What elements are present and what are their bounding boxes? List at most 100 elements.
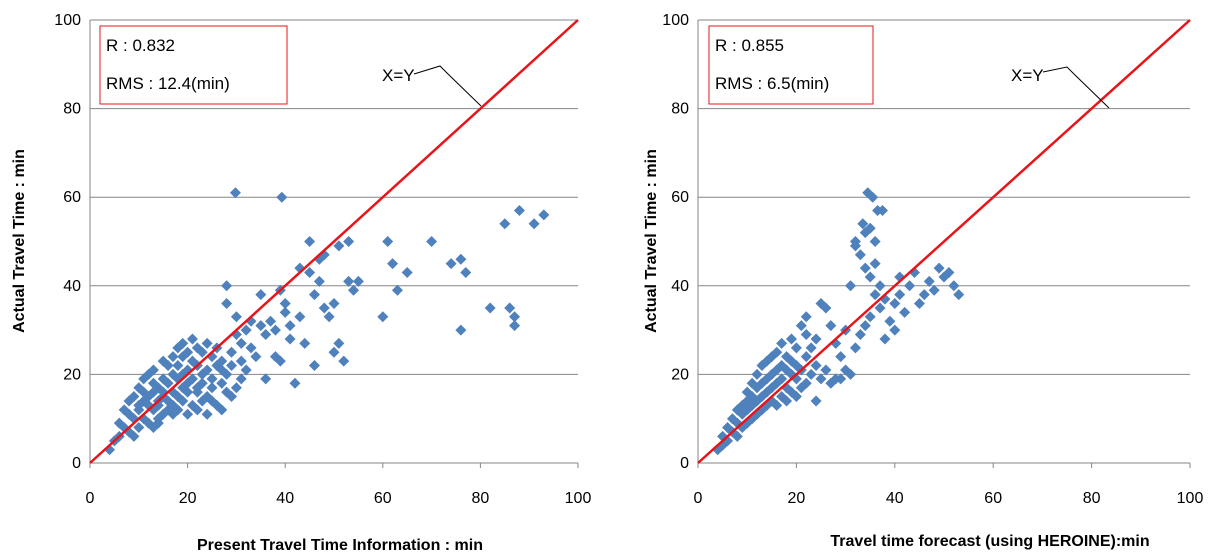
y-tick-label: 60 <box>671 189 689 206</box>
x-tick-label: 0 <box>694 490 703 507</box>
data-point <box>795 320 807 332</box>
data-point <box>857 218 869 230</box>
data-point <box>172 360 184 372</box>
data-point <box>201 337 213 349</box>
data-point <box>279 298 291 310</box>
data-point <box>845 368 857 380</box>
data-point <box>289 377 301 389</box>
y-tick-label: 80 <box>63 101 81 118</box>
data-point <box>279 306 291 318</box>
data-point <box>867 191 879 203</box>
chart-right: 0 20 40 60 80 100 0 20 40 60 80 100 X=Y R : 0.855 RMS … <box>643 12 1203 550</box>
data-point <box>859 320 871 332</box>
data-point <box>845 280 857 292</box>
data-point <box>401 267 413 279</box>
y-axis-title: Actual Travel Time : min <box>643 149 660 333</box>
data-point <box>152 417 164 429</box>
data-point <box>313 275 325 287</box>
data-point <box>235 337 247 349</box>
data-point <box>849 342 861 354</box>
data-point <box>771 346 783 358</box>
y-tick-label: 20 <box>671 366 689 383</box>
data-point <box>162 360 174 372</box>
data-point <box>731 430 743 442</box>
data-point <box>800 311 812 323</box>
data-point <box>528 218 540 230</box>
data-point <box>455 253 467 265</box>
data-point <box>172 404 184 416</box>
y-tick-label: 60 <box>63 189 81 206</box>
data-point <box>943 267 955 279</box>
data-point <box>318 302 330 314</box>
data-point <box>269 324 281 336</box>
reference-line-leader <box>1042 66 1110 109</box>
reference-line <box>89 19 579 464</box>
data-point <box>864 271 876 283</box>
data-point <box>250 351 262 363</box>
data-point <box>284 333 296 345</box>
data-point <box>879 333 891 345</box>
data-point <box>299 337 311 349</box>
data-point <box>460 267 472 279</box>
data-point <box>216 377 228 389</box>
data-point <box>849 240 861 252</box>
stat-rms: RMS : 6.5(min) <box>715 74 829 93</box>
data-point <box>221 368 233 380</box>
chart-left: 0 20 40 60 80 100 0 20 40 60 80 100 X=Y R : 0.832 RMS … <box>11 12 591 554</box>
data-point <box>776 373 788 385</box>
data-point <box>304 267 316 279</box>
data-point <box>509 320 521 332</box>
data-point <box>859 262 871 274</box>
data-point <box>352 275 364 287</box>
y-tick-label: 0 <box>680 455 689 472</box>
stat-rms: RMS : 12.4(min) <box>106 74 230 93</box>
data-point <box>810 360 822 372</box>
stat-r: R : 0.832 <box>106 36 175 55</box>
data-point <box>781 395 793 407</box>
data-point <box>265 315 277 327</box>
data-point <box>162 377 174 389</box>
data-point <box>230 311 242 323</box>
data-point <box>499 218 511 230</box>
data-point <box>894 289 906 301</box>
data-point <box>820 364 832 376</box>
x-tick-label: 60 <box>374 490 392 507</box>
data-point <box>805 342 817 354</box>
data-point <box>201 364 213 376</box>
data-point <box>260 329 272 341</box>
data-point <box>182 386 194 398</box>
data-point <box>854 249 866 261</box>
x-axis-title: Present Travel Time Information : min <box>197 537 483 554</box>
x-axis-title: Travel time forecast (using HEROINE):min <box>830 533 1149 550</box>
x-tick-label: 20 <box>788 490 806 507</box>
data-point <box>884 315 896 327</box>
data-point <box>196 346 208 358</box>
data-point <box>928 284 940 296</box>
data-point <box>854 329 866 341</box>
data-point <box>235 373 247 385</box>
data-point <box>328 346 340 358</box>
data-point <box>308 360 320 372</box>
y-tick-label: 40 <box>671 278 689 295</box>
data-point <box>790 342 802 354</box>
x-tick-label: 80 <box>1083 490 1101 507</box>
data-point <box>889 324 901 336</box>
stats-box <box>708 25 874 105</box>
data-point <box>221 298 233 310</box>
reference-line <box>697 19 1191 464</box>
data-point <box>229 187 241 199</box>
data-point <box>221 280 233 292</box>
x-tick-label: 60 <box>984 490 1002 507</box>
x-tick-label: 100 <box>1177 490 1204 507</box>
data-point <box>182 346 194 358</box>
data-point <box>484 302 496 314</box>
data-point <box>343 236 355 247</box>
data-point <box>348 284 360 296</box>
data-point <box>186 333 198 345</box>
data-point <box>206 382 218 394</box>
data-point <box>820 302 832 314</box>
data-point <box>800 377 812 389</box>
data-point <box>147 364 159 376</box>
data-point <box>177 395 189 407</box>
